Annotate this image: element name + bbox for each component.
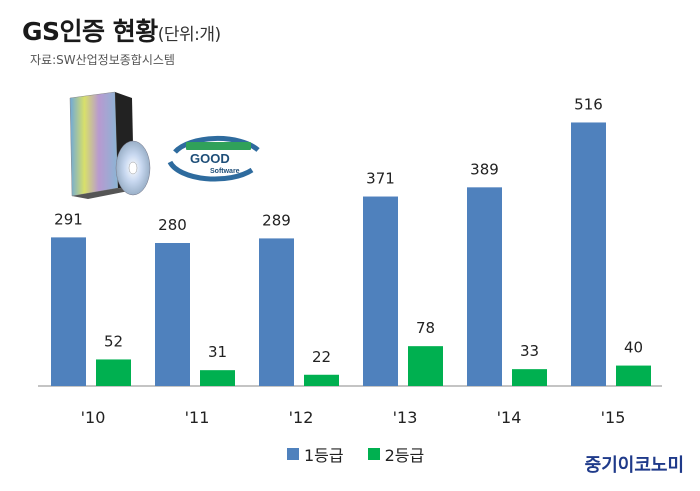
data-label-grade1-3: 371 [366,170,395,188]
data-label-grade2-5: 40 [624,339,643,357]
legend-label-grade1: 1등급 [304,446,344,465]
x-tick-label-1: '11 [185,408,210,427]
data-label-grade2-3: 78 [416,319,435,337]
data-label-grade1-0: 291 [54,210,83,228]
title-text: GS인증 현황 [22,17,158,46]
bar-grade1-2 [259,238,294,386]
logo-line1: GOOD [190,151,230,166]
x-tick-label-2: '12 [289,408,314,427]
data-label-grade1-2: 289 [262,211,291,229]
bar-grade1-0 [51,237,86,386]
legend-swatch-grade2 [367,448,380,460]
data-label-grade2-4: 33 [520,342,539,360]
bar-grade2-0 [96,359,131,386]
legend-item-grade1: 1등급 [287,442,344,466]
brand-logo: 중기이코노미 [584,455,684,476]
good-software-logo: GOOD Software [167,135,260,182]
unit-text: (단위:개) [157,25,221,45]
bar-grade2-5 [616,365,651,386]
chart-title: GS인증 현황(단위:개) [22,12,221,48]
legend-label-grade2: 2등급 [384,446,425,465]
x-tick-label-5: '15 [601,408,626,427]
bar-grade1-1 [155,243,190,386]
x-tick-label-0: '10 [81,408,106,427]
data-label-grade2-2: 22 [312,348,331,366]
bar-grade1-4 [467,187,502,386]
data-label-grade1-1: 280 [158,216,187,234]
logo-line2: Software [210,168,240,175]
bar-grade2-3 [408,346,443,386]
x-tick-label-3: '13 [393,408,418,427]
legend-swatch-grade1 [287,448,299,460]
data-label-grade2-0: 52 [104,332,123,350]
legend: 1등급 2등급 [287,442,448,466]
bar-grade2-4 [512,369,547,386]
data-label-grade1-5: 516 [574,95,603,113]
data-label-grade1-4: 389 [470,160,499,178]
legend-item-grade2: 2등급 [367,442,425,466]
bar-grade1-3 [363,196,398,386]
bar-grade2-2 [304,374,339,386]
data-label-grade2-1: 31 [208,343,227,361]
x-tick-label-4: '14 [497,408,522,427]
bar-grade2-1 [200,370,235,386]
cd-icon [115,140,151,196]
source-note: 자료:SW산업정보종합시스템 [30,53,175,67]
bar-grade1-5 [571,122,606,386]
